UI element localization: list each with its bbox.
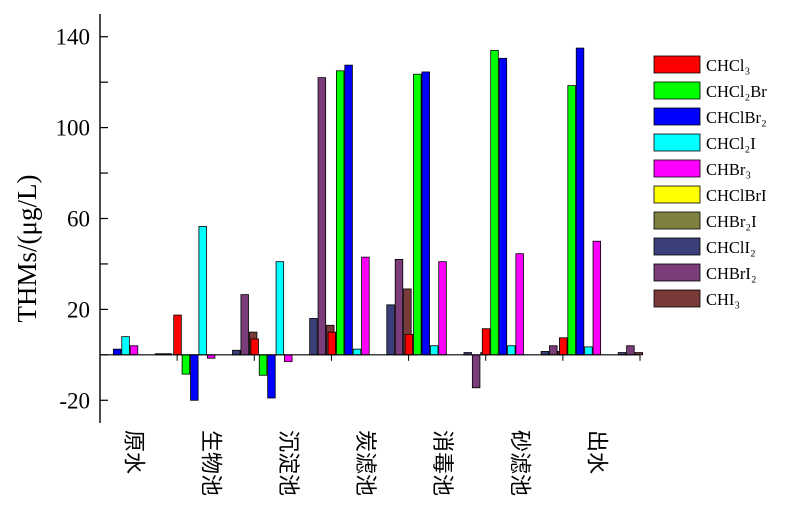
legend-label: CHBr₃ <box>706 160 751 179</box>
x-category-label: 原水 <box>122 430 147 474</box>
legend-swatch <box>653 159 701 178</box>
legend-label: CHCl₃ <box>706 56 750 75</box>
bar <box>198 226 207 356</box>
bar <box>352 348 362 356</box>
bar <box>240 294 249 356</box>
bar <box>173 314 182 356</box>
bar <box>327 331 336 356</box>
y-axis-title: THMs/(μg/L) <box>12 175 42 323</box>
bar <box>361 256 370 356</box>
x-category-label: 生物池 <box>199 430 224 496</box>
x-category-label: 砂滤池 <box>507 430 532 496</box>
y-tick-label: 60 <box>67 207 90 232</box>
legend-swatch <box>653 55 701 74</box>
bar <box>592 240 602 356</box>
bar <box>626 345 635 356</box>
bar <box>250 338 259 356</box>
legend-swatch <box>653 211 701 230</box>
bar <box>507 345 516 356</box>
labels-layer: -20 20 60 100 140 原水 生物池 沉淀池 炭滤池 消毒池 砂滤池 出水 THMs/(μg… <box>12 25 609 496</box>
legend-label: CHBrI₂ <box>706 264 757 283</box>
bar <box>413 73 422 356</box>
y-tick-label: 20 <box>67 297 90 322</box>
bar <box>559 337 568 356</box>
legend-label: CHClBr₂ <box>706 108 767 127</box>
bar <box>429 345 439 356</box>
legend-label: CHI₃ <box>706 290 740 309</box>
x-category-label: 炭滤池 <box>353 430 378 496</box>
bar <box>335 70 345 356</box>
legend-label: CHCl₂Br <box>706 82 767 101</box>
bar <box>129 345 139 356</box>
bar <box>190 354 199 401</box>
bar <box>181 354 191 375</box>
bar <box>515 253 524 356</box>
bar <box>121 336 130 356</box>
legend-swatch <box>653 289 701 308</box>
bar <box>498 57 508 356</box>
x-category-label: 沉淀池 <box>276 430 301 496</box>
y-tick-label: 140 <box>56 25 91 50</box>
y-tick-label: 100 <box>56 116 91 141</box>
bar <box>317 77 327 356</box>
legend-label: CHClI₂ <box>706 238 756 257</box>
legend-swatch <box>653 185 701 204</box>
legend-label: CHCl₂I <box>706 134 756 153</box>
bar <box>575 47 585 356</box>
legend-swatch <box>653 237 701 256</box>
legend: CHCl₃ CHCl₂Br CHClBr₂ CHCl₂I CHBr₃ CHClBrI CHB… <box>653 55 767 309</box>
axes-layer <box>99 14 641 423</box>
bar <box>471 354 481 389</box>
legend-swatch <box>653 133 701 152</box>
bar <box>309 318 318 356</box>
legend-label: CHClBrI <box>706 186 767 205</box>
bar <box>490 49 499 356</box>
bar <box>481 328 491 356</box>
x-category-label: 出水 <box>584 430 609 474</box>
legend-swatch <box>653 81 701 100</box>
bar <box>112 348 122 356</box>
legend-swatch <box>653 263 701 282</box>
legend-swatch <box>653 107 701 126</box>
bar <box>275 261 285 356</box>
bar <box>344 64 353 356</box>
bar <box>421 71 430 356</box>
bar <box>394 258 404 356</box>
bar <box>404 333 414 356</box>
legend-label: CHBr₂I <box>706 212 757 231</box>
bar <box>386 304 395 356</box>
bar <box>267 354 276 399</box>
bar <box>584 346 593 356</box>
bar <box>567 85 576 356</box>
bar <box>258 354 268 376</box>
x-category-label: 消毒池 <box>430 430 455 496</box>
y-tick-label: -20 <box>59 388 90 413</box>
bar <box>438 261 447 356</box>
bars-layer <box>112 47 644 401</box>
bar <box>549 345 558 356</box>
bar <box>232 349 241 356</box>
bar <box>284 354 293 363</box>
